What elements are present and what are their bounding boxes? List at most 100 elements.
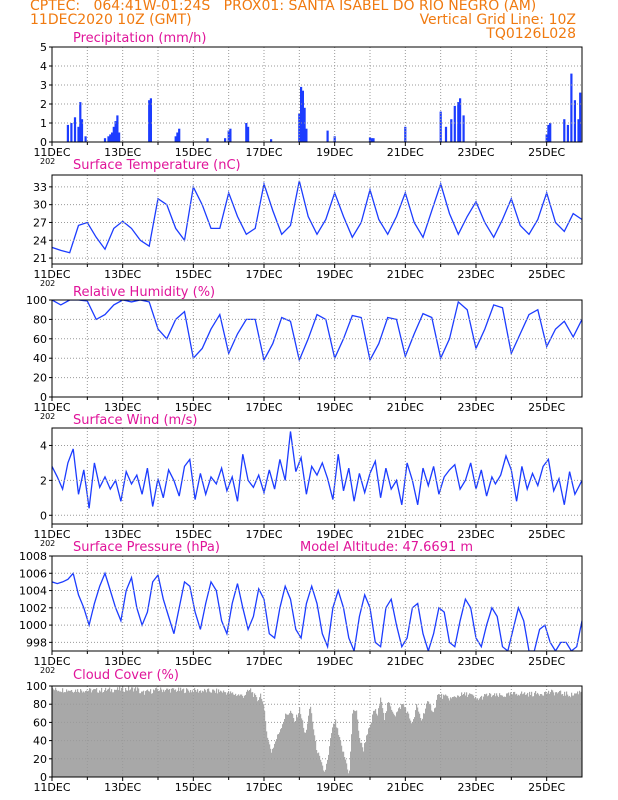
cloud-column <box>159 690 161 777</box>
cloud-column <box>551 689 553 777</box>
cloud-column <box>468 694 470 777</box>
cloud-column <box>124 692 126 777</box>
cloud-column <box>141 691 143 777</box>
cloud-column <box>421 720 423 777</box>
cloud-column <box>131 687 133 777</box>
cloud-column <box>76 692 78 777</box>
cloud-column <box>565 695 567 777</box>
cloud-column <box>66 689 68 777</box>
cloud-column <box>571 692 573 777</box>
cloud-column <box>552 690 554 777</box>
cloud-column <box>281 728 283 777</box>
cloud-column <box>173 688 175 777</box>
cloud-column <box>315 741 317 777</box>
x-year-label: 202 <box>40 157 55 166</box>
precip-bar <box>224 138 227 142</box>
cloud-column <box>205 690 207 777</box>
cloud-column <box>230 691 232 777</box>
cloud-column <box>69 690 71 777</box>
cloud-column <box>529 691 531 777</box>
series-line <box>52 180 582 254</box>
cloud-column <box>217 693 219 777</box>
x-tick-label: 23DEC <box>457 781 494 794</box>
cloud-column <box>287 714 289 777</box>
cloud-column <box>384 720 386 777</box>
cloud-column <box>255 695 257 777</box>
cloud-column <box>329 746 331 777</box>
x-tick-label: 25DEC <box>528 781 565 794</box>
cloud-column <box>482 699 484 777</box>
cloud-column <box>558 692 560 777</box>
cloud-column <box>446 695 448 777</box>
cloud-column <box>186 688 188 777</box>
precip-bar <box>229 128 232 142</box>
cloud-column <box>566 691 568 777</box>
cloud-column <box>398 708 400 777</box>
cloud-column <box>295 721 297 777</box>
cloud-column <box>515 694 517 777</box>
cloud-column <box>53 689 55 777</box>
cloud-column <box>82 692 84 777</box>
cloud-column <box>308 715 310 777</box>
cloud-column <box>514 691 516 777</box>
cloud-column <box>67 691 69 777</box>
cloud-column <box>254 693 256 777</box>
cloud-column <box>298 713 300 777</box>
cloud-column <box>320 759 322 777</box>
cloud-column <box>261 698 263 777</box>
x-tick-label: 15DEC <box>175 655 212 668</box>
cloud-column <box>250 688 252 777</box>
precip-bar <box>570 73 573 142</box>
cloud-column <box>216 688 218 777</box>
cloud-column <box>301 718 303 777</box>
y-tick-label: 1002 <box>19 602 47 615</box>
panel-frame <box>51 174 583 265</box>
cloud-column <box>117 687 119 777</box>
cloud-column <box>286 714 288 777</box>
cloud-column <box>547 693 549 777</box>
cloud-column <box>336 727 338 777</box>
cloud-column <box>524 692 526 777</box>
cloud-column <box>195 690 197 777</box>
cloud-column <box>113 692 115 777</box>
cloud-column <box>441 693 443 777</box>
cloud-column <box>302 720 304 777</box>
cloud-column <box>88 690 90 777</box>
cloud-column <box>435 707 437 777</box>
panel-frame <box>51 685 583 778</box>
cloud-column <box>202 690 204 777</box>
cloud-column <box>265 721 267 777</box>
x-tick-label: 11DEC <box>33 146 70 159</box>
cloud-column <box>544 692 546 777</box>
cloud-column <box>81 690 83 777</box>
cloud-column <box>177 690 179 777</box>
cloud-column <box>324 771 326 777</box>
cloud-column <box>223 690 225 777</box>
cloud-column <box>160 687 162 777</box>
cloud-column <box>227 692 229 777</box>
cloud-column <box>347 769 349 777</box>
precip-bar <box>107 136 110 142</box>
x-tick-label: 17DEC <box>245 268 282 281</box>
cloud-column <box>538 694 540 777</box>
x-tick-label: 15DEC <box>175 401 212 414</box>
cloud-column <box>60 691 62 777</box>
cloud-column <box>200 690 202 777</box>
cloud-column <box>272 748 274 777</box>
cloud-column <box>264 711 266 777</box>
cloud-column <box>220 690 222 777</box>
cloud-column <box>321 762 323 777</box>
x-tick-label: 13DEC <box>104 268 141 281</box>
panel-title: Precipitation (mm/h) <box>73 31 206 46</box>
cloud-column <box>383 712 385 777</box>
cloud-column <box>511 693 513 777</box>
cloud-column <box>63 692 65 777</box>
cloud-column <box>62 688 64 777</box>
cloud-column <box>418 711 420 777</box>
cloud-column <box>370 724 372 777</box>
precip-bar <box>111 132 114 142</box>
cloud-column <box>452 697 454 777</box>
cloud-column <box>537 692 539 777</box>
precip-bar <box>103 138 107 142</box>
